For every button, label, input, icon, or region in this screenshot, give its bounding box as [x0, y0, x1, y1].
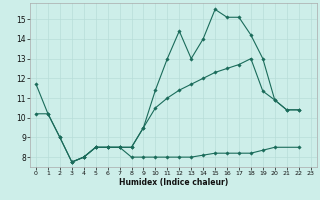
X-axis label: Humidex (Indice chaleur): Humidex (Indice chaleur) [119, 178, 228, 187]
